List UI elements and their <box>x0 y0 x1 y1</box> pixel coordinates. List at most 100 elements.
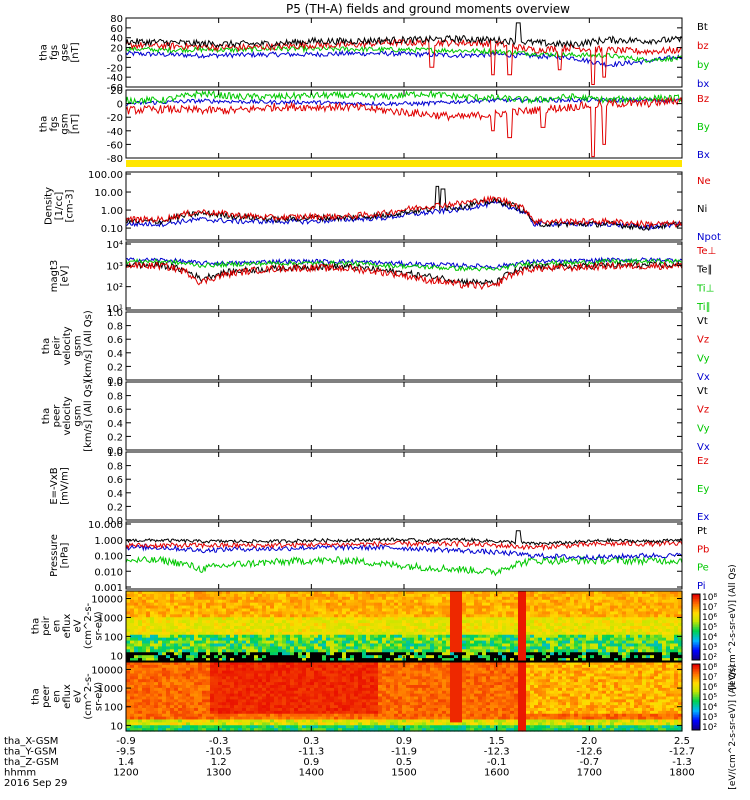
spectrogram-cell <box>410 643 415 648</box>
spectrogram-cell <box>290 617 295 621</box>
y-tick-label: 10⁴ <box>106 240 123 251</box>
spectrogram-cell <box>234 628 239 633</box>
spectrogram-cell <box>614 596 619 601</box>
spectrogram-cell <box>510 617 515 621</box>
y-tick-label: 10000 <box>91 595 123 606</box>
spectrogram-cell <box>318 710 323 715</box>
spectrogram-cell <box>142 626 147 630</box>
spectrogram-cell <box>530 637 535 642</box>
spectrogram-cell <box>586 643 591 648</box>
spectrogram-cell <box>218 620 223 624</box>
spectrogram-cell <box>154 676 159 680</box>
spectrogram-cell <box>410 649 415 653</box>
spectrogram-cell <box>382 593 387 598</box>
spectrogram-cell <box>310 646 315 650</box>
spectrogram-cell <box>290 713 295 718</box>
spectrogram-cell <box>550 634 555 639</box>
spectrogram-cell <box>266 599 271 604</box>
legend-By: By <box>697 122 710 133</box>
spectrogram-cell <box>358 614 363 618</box>
spectrogram-cell <box>310 673 315 677</box>
spectrogram-cell <box>318 596 323 601</box>
spectrogram-cell <box>218 670 223 675</box>
spectrogram-cell <box>226 655 231 659</box>
spectrogram-cell <box>374 628 379 633</box>
spectrogram-cell <box>574 605 579 610</box>
spectrogram-cell <box>250 702 255 706</box>
spectrogram-cell <box>394 640 399 645</box>
spectrogram-cell <box>154 646 159 650</box>
spectrogram-cell <box>158 652 163 656</box>
spectrogram-cell <box>478 628 483 633</box>
spectrogram-cell <box>534 646 539 650</box>
spectrogram-cell <box>578 649 583 653</box>
spectrogram-cell <box>138 725 143 729</box>
spectrogram-cell <box>538 620 543 624</box>
spectrogram-cell <box>394 602 399 607</box>
spectrogram-cell <box>250 631 255 636</box>
spectrogram-cell <box>366 611 371 615</box>
spectrogram-cell <box>642 617 647 621</box>
spectrogram-cell <box>526 596 531 601</box>
spectrogram-cell <box>498 626 503 630</box>
spectrogram-cell <box>182 728 187 732</box>
spectrogram-cell <box>582 611 587 615</box>
spectrogram-cell <box>154 716 159 721</box>
spectrogram-cell <box>126 620 131 624</box>
spectrogram-cell <box>490 599 495 604</box>
spectrogram-cell <box>230 652 235 656</box>
spectrogram-cell <box>354 637 359 642</box>
spectrogram-cell <box>654 637 659 642</box>
spectrogram-cell <box>614 643 619 648</box>
spectrogram-cell <box>334 670 339 675</box>
spectrogram-cell <box>262 652 267 656</box>
spectrogram-cell <box>182 643 187 648</box>
spectrogram-cell <box>130 608 135 613</box>
spectrogram-cell <box>426 596 431 601</box>
spectrogram-cell <box>130 649 135 653</box>
spectrogram-cell <box>458 599 463 604</box>
spectrogram-cell <box>130 690 135 695</box>
spectrogram-cell <box>330 679 335 683</box>
spectrogram-cell <box>130 655 135 659</box>
spectrogram-cell <box>658 646 663 650</box>
spectrogram-cell <box>526 593 531 598</box>
spectrogram-cell <box>346 614 351 618</box>
spectrogram-cell <box>206 631 211 636</box>
spectrogram-cell <box>186 620 191 624</box>
spectrogram-cell <box>618 605 623 610</box>
spectrogram-cell <box>362 614 367 618</box>
spectrogram-cell <box>202 634 207 639</box>
spectrogram-cell <box>254 690 259 695</box>
spectrogram-cell <box>210 725 215 729</box>
spectrogram-cell <box>554 646 559 650</box>
spectrogram-cell <box>286 608 291 613</box>
spectrogram-cell <box>242 713 247 718</box>
spectrogram-cell <box>654 614 659 618</box>
spectrogram-cell <box>238 602 243 607</box>
spectrogram-cell <box>190 699 195 703</box>
spectrogram-cell <box>158 631 163 636</box>
spectrogram-cell <box>582 623 587 627</box>
spectrogram-cell <box>302 637 307 642</box>
spectrogram-cell <box>146 628 151 633</box>
spectrogram-cell <box>522 631 527 636</box>
spectrogram-cell <box>182 631 187 636</box>
spectrogram-cell <box>578 617 583 621</box>
spectrogram-cell <box>130 670 135 675</box>
spectrogram-cell <box>534 640 539 645</box>
spectrogram-cell <box>286 614 291 618</box>
spectrogram-cell <box>286 667 291 672</box>
spectrogram-cell <box>262 602 267 607</box>
spectrogram-cell <box>518 623 523 627</box>
spectrogram-cell <box>186 690 191 695</box>
spectrogram-cell <box>190 623 195 627</box>
spectrogram-cell <box>318 649 323 653</box>
spectrogram-cell <box>186 710 191 715</box>
spectrogram-cell <box>346 611 351 615</box>
spectrogram-cell <box>238 670 243 675</box>
spectrogram-cell <box>394 646 399 650</box>
spectrogram-cell <box>458 623 463 627</box>
spectrogram-cell <box>602 602 607 607</box>
spectrogram-cell <box>230 620 235 624</box>
